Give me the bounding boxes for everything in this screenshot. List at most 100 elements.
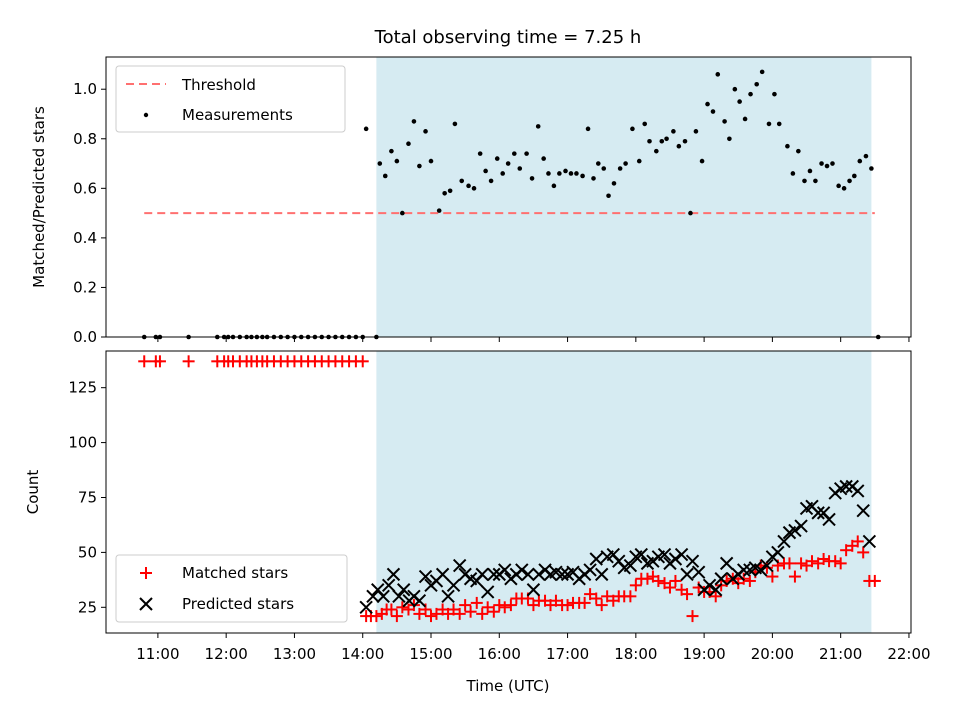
matched-star-point (459, 599, 472, 612)
predicted-star-point (396, 583, 411, 597)
predicted-star-point (515, 563, 529, 577)
measurement-point (647, 138, 652, 144)
measurement-point (732, 86, 738, 92)
measurement-point (546, 171, 551, 176)
matched-star-point (766, 570, 779, 583)
top-y-tick-label: 0.8 (73, 130, 97, 148)
matched-star-point (788, 570, 801, 583)
measurement-point (705, 101, 710, 107)
matched-star-point (868, 574, 881, 587)
x-axis-label: Time (UTC) (466, 677, 550, 695)
measurement-point (722, 119, 727, 124)
measurement-point (654, 148, 659, 154)
predicted-star-point (674, 547, 689, 562)
matched-star-point (464, 605, 477, 618)
measurement-point (742, 116, 748, 122)
predicted-star-point (680, 567, 694, 582)
predicted-star-point (737, 563, 751, 577)
measurement-point (595, 161, 601, 166)
predicted-star-point (760, 558, 774, 573)
predicted-star-point (788, 523, 802, 538)
matched-star-point (385, 603, 398, 616)
measurement-point (452, 121, 458, 127)
measurement-point (585, 126, 591, 132)
measurement-point (389, 148, 394, 154)
top-y-tick-label: 1.0 (73, 80, 97, 98)
measurement-point (483, 168, 488, 174)
legend-predicted-label: Predicted stars (182, 595, 294, 613)
measurement-point (857, 158, 863, 164)
predicted-star-point (839, 479, 853, 494)
matched-star-point (487, 605, 500, 618)
measurement-point (557, 171, 562, 176)
measurement-point (759, 69, 765, 75)
predicted-star-point (594, 567, 609, 582)
matched-star-point (493, 599, 506, 612)
legend-measurements-swatch (143, 112, 149, 118)
matched-star-point (578, 596, 591, 609)
matched-star-point (476, 607, 489, 620)
measurement-point (617, 166, 623, 171)
measurement-point (580, 173, 585, 179)
matched-star-point (743, 574, 756, 587)
x-tick-label: 17:00 (546, 645, 589, 663)
bottom-x-ticks: 11:00 12:00 13:00 14:00 15:00 16:00 17:00 18:00… (136, 633, 931, 663)
measurement-point (551, 183, 557, 189)
measurement-point (802, 178, 807, 184)
predicted-star-point (794, 519, 808, 533)
measurement-point (664, 136, 669, 142)
bottom-legend: Matched stars Predicted stars (115, 554, 348, 623)
measurement-point (699, 158, 705, 164)
measurement-point (466, 183, 471, 189)
matched-stars-points (138, 355, 881, 623)
measurement-point (428, 158, 434, 164)
predicted-star-point (526, 583, 541, 597)
predicted-star-point (487, 567, 501, 582)
measurement-point (676, 143, 682, 149)
predicted-star-point (634, 547, 649, 562)
measurement-point (541, 156, 546, 161)
matched-star-point (709, 590, 722, 603)
measurement-point (642, 121, 648, 127)
measurement-point (436, 208, 442, 213)
measurement-point (442, 190, 447, 196)
bottom-y-ticks: 25 50 75 100 125 (68, 379, 106, 616)
top-y-tick-label: 0.0 (73, 328, 97, 346)
matched-star-point (834, 557, 847, 570)
matched-star-point (829, 555, 842, 568)
legend-predicted-swatch (139, 597, 153, 611)
bottom-y-tick-label: 100 (68, 434, 97, 452)
measurement-point (766, 121, 772, 127)
matched-star-point (601, 590, 614, 603)
matched-star-point (817, 552, 830, 565)
matched-star-point (396, 601, 409, 614)
matched-star-point (857, 546, 870, 559)
legend-matched-label: Matched stars (182, 564, 288, 582)
measurement-point (688, 210, 693, 216)
matched-star-point (549, 594, 562, 607)
measurement-point (601, 166, 607, 171)
measurement-point (863, 153, 869, 159)
matched-star-point (470, 596, 483, 609)
measurement-point (500, 171, 505, 176)
measurement-point (377, 161, 383, 166)
predicted-star-point (555, 567, 569, 582)
predicted-star-point (668, 552, 683, 566)
predicted-star-point (381, 578, 396, 593)
measurement-point (512, 151, 517, 156)
predicted-star-point (856, 503, 870, 518)
matched-star-point (430, 607, 443, 620)
matched-star-point (153, 355, 166, 368)
measurement-point (524, 151, 529, 156)
measurement-point (693, 129, 699, 134)
predicted-star-point (777, 534, 791, 549)
measurement-point (382, 173, 388, 179)
predicted-star-point (702, 578, 717, 593)
matched-star-point (498, 601, 511, 614)
legend-measurements-label: Measurements (182, 106, 293, 124)
measurement-point (841, 186, 847, 191)
matched-star-point (447, 603, 460, 616)
predicted-star-point (709, 583, 723, 597)
x-tick-label: 18:00 (614, 645, 657, 663)
measurement-point (748, 91, 753, 97)
